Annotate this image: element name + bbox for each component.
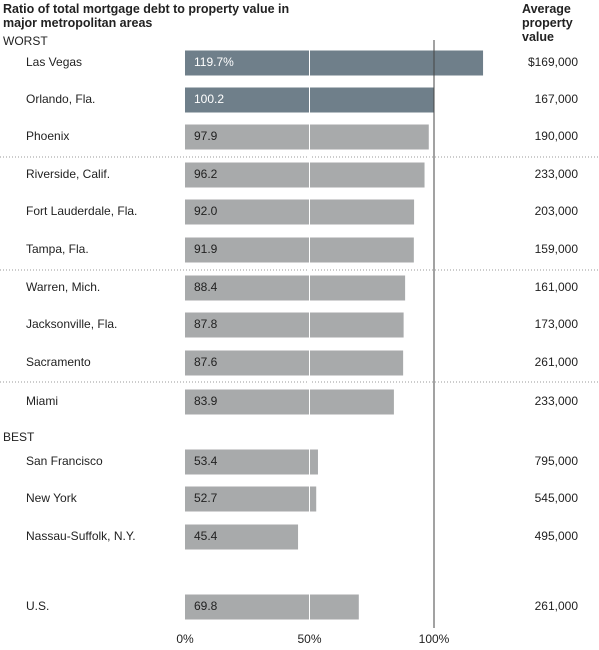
value-label: 91.9: [194, 242, 218, 256]
category-label: Sacramento: [26, 355, 91, 369]
property-value: 261,000: [535, 355, 579, 369]
x-tick-label: 0%: [176, 632, 194, 646]
property-value: 545,000: [535, 491, 579, 505]
bar: [185, 524, 299, 550]
bar: [185, 594, 359, 620]
bar: [185, 486, 317, 512]
category-label: Riverside, Calif.: [26, 167, 110, 181]
property-value: 495,000: [535, 529, 579, 543]
property-value: 159,000: [535, 242, 579, 256]
category-label: Orlando, Fla.: [26, 92, 95, 106]
value-label: 83.9: [194, 394, 218, 408]
property-value: 261,000: [535, 599, 579, 613]
bar: [185, 449, 318, 475]
value-label: 119.7%: [194, 55, 234, 69]
property-value: 233,000: [535, 167, 579, 181]
bar: [185, 199, 415, 225]
property-value: 173,000: [535, 317, 579, 331]
category-label: Fort Lauderdale, Fla.: [26, 204, 137, 218]
bar: [185, 237, 414, 263]
bar: [185, 162, 425, 188]
bar: [185, 312, 404, 338]
category-label: Las Vegas: [26, 55, 82, 69]
category-label: Jacksonville, Fla.: [26, 317, 117, 331]
value-label: 97.9: [194, 129, 218, 143]
property-value: $169,000: [528, 55, 578, 69]
bar: [185, 389, 394, 415]
section-label: WORST: [3, 34, 48, 48]
chart-title: Ratio of total mortgage debt to property…: [3, 2, 290, 30]
value-label: 88.4: [194, 280, 218, 294]
property-value: 167,000: [535, 92, 579, 106]
bar: [185, 275, 406, 301]
bar: [185, 350, 404, 376]
category-label: Miami: [26, 394, 58, 408]
property-value: 795,000: [535, 454, 579, 468]
value-label: 92.0: [194, 204, 218, 218]
property-value: 233,000: [535, 394, 579, 408]
x-tick-label: 50%: [297, 632, 321, 646]
value-label: 52.7: [194, 491, 218, 505]
value-label: 100.2: [194, 92, 224, 106]
value-label: 69.8: [194, 599, 218, 613]
category-label: Tampa, Fla.: [26, 242, 89, 256]
category-label: San Francisco: [26, 454, 103, 468]
category-label: Nassau-Suffolk, N.Y.: [26, 529, 136, 543]
property-value: 203,000: [535, 204, 579, 218]
x-tick-label: 100%: [419, 632, 450, 646]
value-label: 87.8: [194, 317, 218, 331]
category-label: Phoenix: [26, 129, 69, 143]
value-label: 96.2: [194, 167, 218, 181]
value-label: 87.6: [194, 355, 218, 369]
value-label: 53.4: [194, 454, 218, 468]
category-label: Warren, Mich.: [26, 280, 100, 294]
category-label: New York: [26, 491, 78, 505]
value-label: 45.4: [194, 529, 218, 543]
bar: [185, 50, 484, 76]
property-value: 161,000: [535, 280, 579, 294]
category-label: U.S.: [26, 599, 49, 613]
property-value: 190,000: [535, 129, 579, 143]
column-header: Average property value: [522, 2, 573, 44]
bar: [185, 124, 429, 150]
section-label: BEST: [3, 430, 35, 444]
